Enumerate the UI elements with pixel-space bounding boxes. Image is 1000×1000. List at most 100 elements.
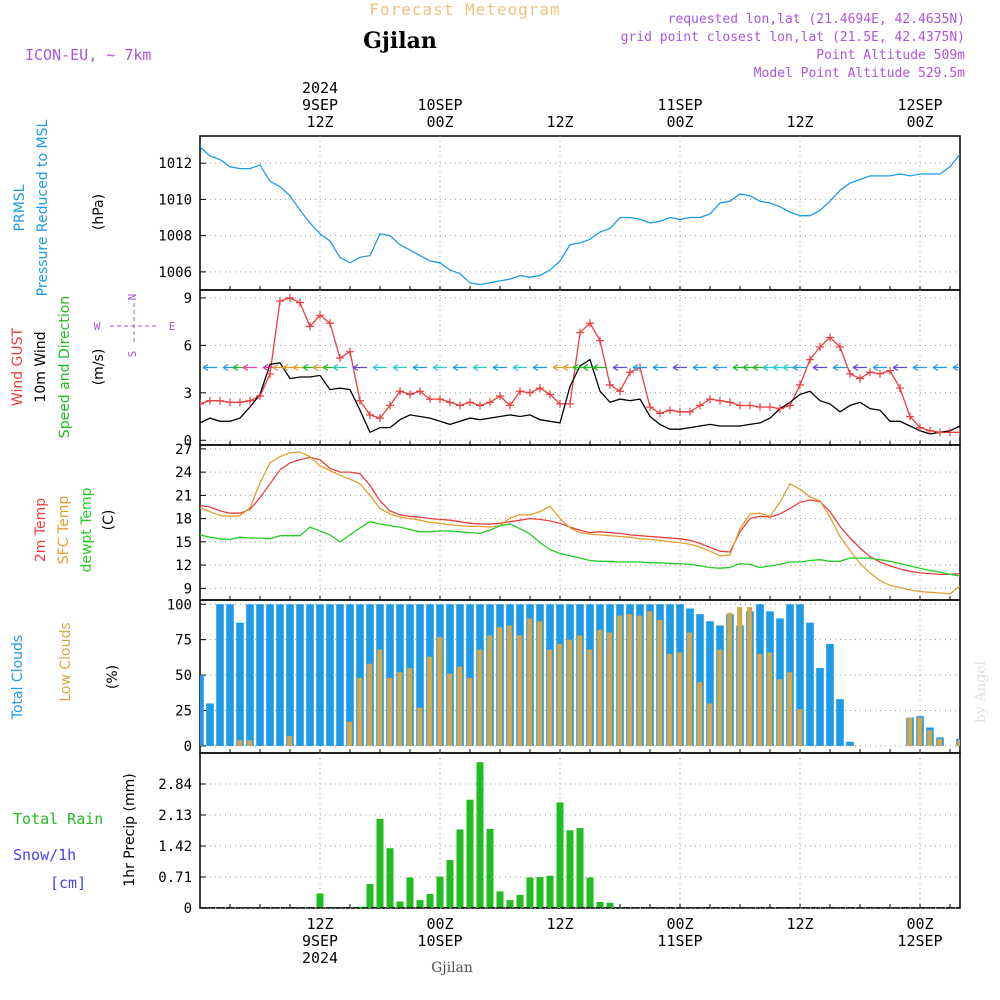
wind-arrow [472, 363, 487, 372]
low-cloud-bar [677, 652, 683, 746]
wind-arrow [692, 363, 707, 372]
wind-arrow [512, 363, 527, 372]
low-cloud-bar [787, 672, 793, 746]
wind-ytick-label: 9 [184, 291, 192, 307]
wind-arrow [452, 363, 467, 372]
precipitation-ytick-label: 0 [184, 901, 192, 917]
wind-arrow [592, 363, 607, 372]
total-cloud-bar [246, 604, 254, 746]
chart-title: Forecast Meteogram [369, 0, 560, 19]
total-cloud-bar [296, 604, 304, 746]
gust-marker [836, 342, 844, 351]
wind-arrow [932, 363, 947, 372]
top-axis-label: 12SEP [897, 96, 942, 114]
rain-bar [386, 848, 394, 908]
total-cloud-bar [796, 604, 804, 746]
total-cloud-bar [256, 604, 264, 746]
low-cloud-bar [667, 653, 673, 746]
total-cloud-bar [276, 604, 284, 746]
compass-rose: N S W E [94, 294, 176, 358]
total-cloud-bar [206, 703, 214, 746]
gust-marker [446, 398, 454, 407]
bottom-axis-label: 00Z [906, 915, 933, 933]
bottom-axis-label: 00Z [426, 915, 453, 933]
wind-arrow [242, 363, 257, 372]
temp-labels: 2m Temp SFC Temp dewpt Temp (C) [33, 487, 117, 572]
precipitation-ytick-label: 2.13 [158, 808, 192, 824]
total-cloud-bar [416, 604, 424, 746]
temperature-ytick-label: 24 [175, 465, 192, 481]
gust-marker [436, 395, 444, 404]
gust-marker [586, 319, 594, 328]
point-altitude: Point Altitude 509m [816, 48, 965, 63]
wind-arrow [712, 363, 727, 372]
low-cloud-bar [747, 607, 753, 746]
gust-marker [796, 380, 804, 389]
gust-marker [466, 398, 474, 407]
gust-marker [786, 401, 794, 410]
total-cloud-bar [706, 621, 714, 746]
precipitation-ytick-label: 2.84 [158, 777, 192, 793]
snow-label: Snow/1h [13, 846, 76, 864]
gust-marker [626, 368, 634, 377]
gust-marker [596, 336, 604, 345]
total-cloud-bar [806, 622, 814, 746]
clouds-ytick-label: 25 [175, 704, 192, 720]
total-cloud-bar [336, 604, 344, 746]
top-axis-label: 00Z [426, 113, 453, 131]
rain-bar [556, 802, 564, 908]
wind-arrow [392, 363, 407, 372]
gust-marker [306, 322, 314, 331]
low-cloud-bar [367, 663, 373, 746]
gust-marker [456, 401, 464, 410]
compass-south: S [126, 351, 139, 358]
clouds-ytick-label: 0 [184, 739, 192, 755]
gust-marker [616, 387, 624, 396]
total-cloud-bar [316, 604, 324, 746]
gust-marker [756, 403, 764, 412]
clouds-ytick-label: 50 [175, 668, 192, 684]
rain-bar [456, 829, 464, 908]
gust-marker [316, 311, 324, 320]
low-cloud-bar [457, 666, 463, 746]
gust-marker [386, 401, 394, 410]
gust-marker [886, 366, 894, 375]
temperature-ytick-label: 21 [175, 488, 192, 504]
wind-ytick-label: 3 [184, 386, 192, 402]
gust-marker [646, 403, 654, 412]
total-cloud-bar [386, 604, 394, 746]
total-cloud-bar [466, 604, 474, 746]
gust-marker [606, 380, 614, 389]
low-cloud-bar [717, 649, 723, 746]
pressure-unit: (hPa) [91, 194, 107, 230]
gust-marker [566, 399, 574, 408]
bottom-axis-label: 00Z [666, 915, 693, 933]
total-cloud-bar [836, 699, 844, 746]
gust-marker [656, 409, 664, 418]
low-cloud-bar [597, 629, 603, 746]
low-cloud-bar [737, 607, 743, 746]
rain-bar [536, 877, 544, 908]
temp-dewpt-label: dewpt Temp [79, 487, 95, 572]
wind-arrow [832, 363, 847, 372]
gust-marker [486, 398, 494, 407]
gust-marker [406, 390, 414, 399]
gust-marker [376, 414, 384, 423]
top-axis-label: 12Z [306, 113, 333, 131]
wind-series-1-line [200, 358, 960, 435]
wind-arrow [492, 363, 507, 372]
total-cloud-bar [846, 741, 854, 746]
rain-bar [596, 901, 604, 908]
gust-marker [946, 428, 954, 437]
low-cloud-bar [907, 717, 913, 746]
rain-bar [316, 893, 324, 908]
clouds-unit: (%) [105, 665, 121, 689]
gust-marker [876, 369, 884, 378]
gust-marker [326, 319, 334, 328]
wind-arrow [952, 363, 960, 372]
precipitation-panel: 0 0.71 1.42 2.13 2.84 [158, 752, 961, 917]
low-cloud-bar [467, 677, 473, 746]
wind-series-0-line [200, 297, 960, 433]
gust-marker [286, 293, 294, 302]
low-cloud-bar [517, 635, 523, 746]
